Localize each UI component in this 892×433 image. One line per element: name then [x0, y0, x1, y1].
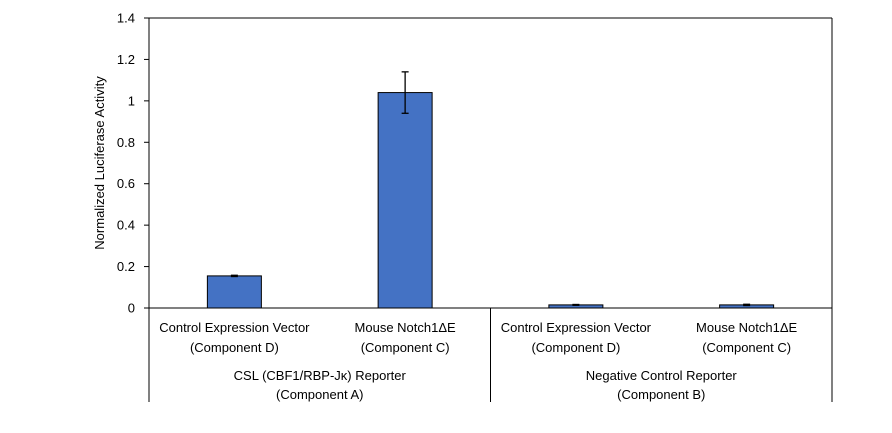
error-bar	[401, 71, 409, 114]
x-category-sublabel: (Component C)	[702, 340, 791, 355]
y-tick-label: 0	[128, 301, 135, 316]
x-category-label: Control Expression Vector	[501, 320, 652, 335]
x-group-label: Negative Control Reporter	[586, 368, 738, 383]
x-category-label: Mouse Notch1ΔE	[355, 320, 457, 335]
x-category-sublabel: (Component D)	[190, 340, 279, 355]
y-tick-label: 1	[128, 93, 135, 108]
y-axis-label: Normalized Luciferase Activity	[92, 76, 107, 250]
error-bar	[572, 303, 580, 306]
y-tick-label: 0.8	[117, 135, 135, 150]
x-group-sublabel: (Component B)	[617, 387, 705, 402]
y-tick-label: 0.6	[117, 176, 135, 191]
bar	[377, 92, 433, 309]
x-category-labels-layer: Control Expression Vector (Component D) Mo…	[159, 320, 797, 402]
error-bars-layer	[230, 71, 751, 307]
error-bar	[743, 303, 751, 307]
x-category-sublabel: (Component D)	[531, 340, 620, 355]
x-category-sublabel: (Component C)	[361, 340, 450, 355]
bars-layer	[206, 92, 775, 309]
y-tick-label: 0.2	[117, 259, 135, 274]
x-group-sublabel: (Component A)	[276, 387, 363, 402]
bar	[206, 275, 262, 309]
x-category-label: Control Expression Vector	[159, 320, 310, 335]
y-tick-label: 1.4	[117, 11, 135, 26]
y-tick-labels-layer: 0 0.2 0.4 0.6 0.8 1 1.2 1.4	[117, 11, 135, 316]
x-category-label: Mouse Notch1ΔE	[696, 320, 798, 335]
x-group-label: CSL (CBF1/RBP-Jκ) Reporter	[234, 368, 407, 383]
y-tick-label: 0.4	[117, 218, 135, 233]
axes-layer	[144, 17, 833, 402]
error-bar	[230, 274, 238, 278]
y-tick-label: 1.2	[117, 52, 135, 67]
